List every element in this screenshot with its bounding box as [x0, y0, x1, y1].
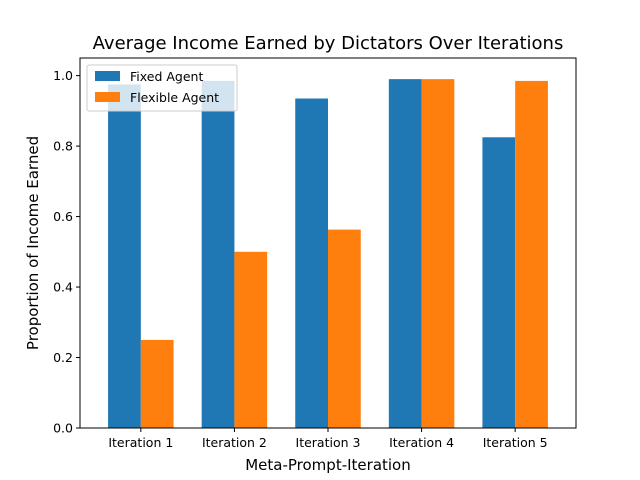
bar-fixed-agent-5 [482, 137, 516, 429]
legend: Fixed Agent Flexible Agent [86, 64, 238, 112]
bar-flexible-agent-5 [515, 80, 548, 429]
x-tick-label: Iteration 2 [202, 435, 267, 450]
x-tick-label: Iteration 1 [108, 435, 173, 450]
y-axis-label: Proportion of Income Earned [24, 136, 42, 350]
legend-label-fixed-agent: Fixed Agent [130, 69, 203, 84]
legend-label-flexible-agent: Flexible Agent [130, 90, 219, 105]
bar-fixed-agent-1 [108, 84, 141, 428]
y-tick-label: 0.4 [53, 280, 73, 295]
y-tick-label: 0.2 [53, 350, 73, 365]
bar-flexible-agent-3 [328, 229, 361, 428]
chart-title: Average Income Earned by Dictators Over … [93, 33, 564, 54]
bar-fixed-agent-2 [201, 80, 235, 429]
bar-fixed-agent-3 [295, 98, 328, 429]
legend-swatch-flexible-agent [95, 92, 120, 102]
bar-flexible-agent-1 [140, 339, 174, 428]
x-tick-label: Iteration 4 [389, 435, 454, 450]
y-tick-label: 0.0 [53, 421, 73, 436]
x-axis: Iteration 1 Iteration 2 Iteration 3 Iterati… [108, 428, 548, 450]
bar-fixed-agent-4 [388, 79, 422, 429]
y-tick-label: 1.0 [53, 68, 73, 83]
bars-group [108, 79, 548, 429]
x-tick-label: Iteration 3 [296, 435, 361, 450]
x-tick-label: Iteration 5 [483, 435, 548, 450]
x-axis-label: Meta-Prompt-Iteration [245, 456, 411, 474]
y-tick-label: 0.8 [53, 139, 73, 154]
y-tick-label: 0.6 [53, 209, 73, 224]
legend-swatch-fixed-agent [95, 71, 120, 81]
bar-flexible-agent-4 [421, 79, 455, 429]
y-axis: 0.0 0.2 0.4 0.6 0.8 1.0 [53, 68, 80, 436]
legend-box [86, 64, 238, 112]
bar-flexible-agent-2 [234, 251, 268, 428]
